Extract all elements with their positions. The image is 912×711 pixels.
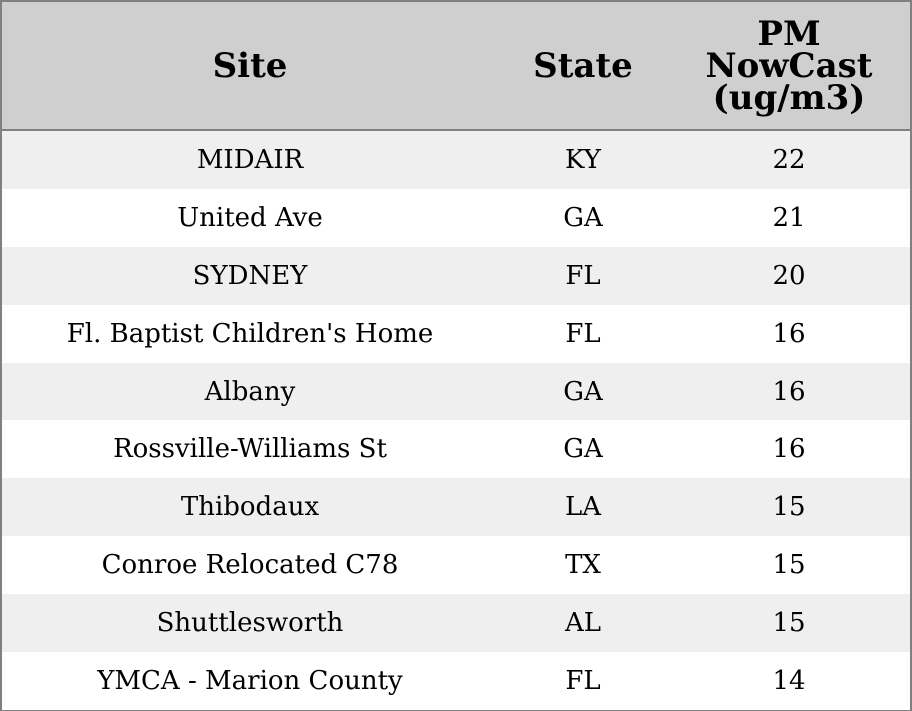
table-row: YMCA - Marion County FL 14: [2, 652, 910, 710]
table-row: MIDAIR KY 22: [2, 131, 910, 189]
cell-state: FL: [565, 260, 601, 291]
table-row: SYDNEY FL 20: [2, 246, 910, 305]
header-pm-label: PM NowCast (ug/m3): [705, 13, 873, 118]
cell-site: United Ave: [177, 202, 323, 233]
cell-site: YMCA - Marion County: [97, 665, 403, 696]
header-state: State: [498, 2, 668, 129]
cell-state: AL: [564, 608, 602, 639]
header-site-label: Site: [212, 45, 288, 86]
cell-pm-value: 14: [772, 665, 806, 696]
table-row: Thibodaux LA 15: [2, 478, 910, 537]
cell-pm-value: 15: [772, 550, 806, 581]
cell-pm-value: 16: [772, 318, 806, 349]
cell-site: Albany: [204, 376, 296, 407]
cell-pm-value: 20: [772, 260, 806, 291]
table-row: Conroe Relocated C78 TX 15: [2, 536, 910, 595]
cell-state: GA: [563, 376, 603, 407]
cell-pm-value: 21: [772, 202, 806, 233]
table-body: MIDAIR KY 22 United Ave GA 21 SYDNEY FL 20 Fl. Ba…: [2, 131, 910, 710]
cell-pm-value: 15: [772, 608, 806, 639]
cell-pm-value: 16: [772, 434, 806, 465]
cell-state: FL: [565, 318, 601, 349]
cell-state: GA: [563, 434, 603, 465]
cell-state: TX: [565, 550, 601, 581]
table-row: Fl. Baptist Children's Home FL 16: [2, 304, 910, 363]
cell-site: MIDAIR: [196, 144, 304, 175]
cell-pm-value: 15: [772, 492, 806, 523]
table-row: Albany GA 16: [2, 362, 910, 421]
cell-site: Shuttlesworth: [156, 608, 344, 639]
cell-site: SYDNEY: [192, 260, 308, 291]
header-pm-nowcast: PM NowCast (ug/m3): [668, 2, 910, 129]
cell-state: LA: [564, 492, 602, 523]
cell-state: KY: [565, 144, 601, 175]
header-site: Site: [2, 2, 498, 129]
cell-site: Thibodaux: [180, 492, 320, 523]
cell-state: GA: [563, 202, 603, 233]
table-header: Site State PM NowCast (ug/m3): [2, 2, 910, 131]
table-row: Rossville-Williams St GA 16: [2, 420, 910, 479]
cell-site: Conroe Relocated C78: [101, 550, 399, 581]
table-row: Shuttlesworth AL 15: [2, 594, 910, 653]
cell-pm-value: 22: [772, 144, 806, 175]
cell-site: Fl. Baptist Children's Home: [66, 318, 434, 349]
table-row: United Ave GA 21: [2, 188, 910, 247]
cell-state: FL: [565, 665, 601, 696]
header-state-label: State: [533, 45, 633, 86]
cell-site: Rossville-Williams St: [113, 434, 387, 465]
cell-pm-value: 16: [772, 376, 806, 407]
